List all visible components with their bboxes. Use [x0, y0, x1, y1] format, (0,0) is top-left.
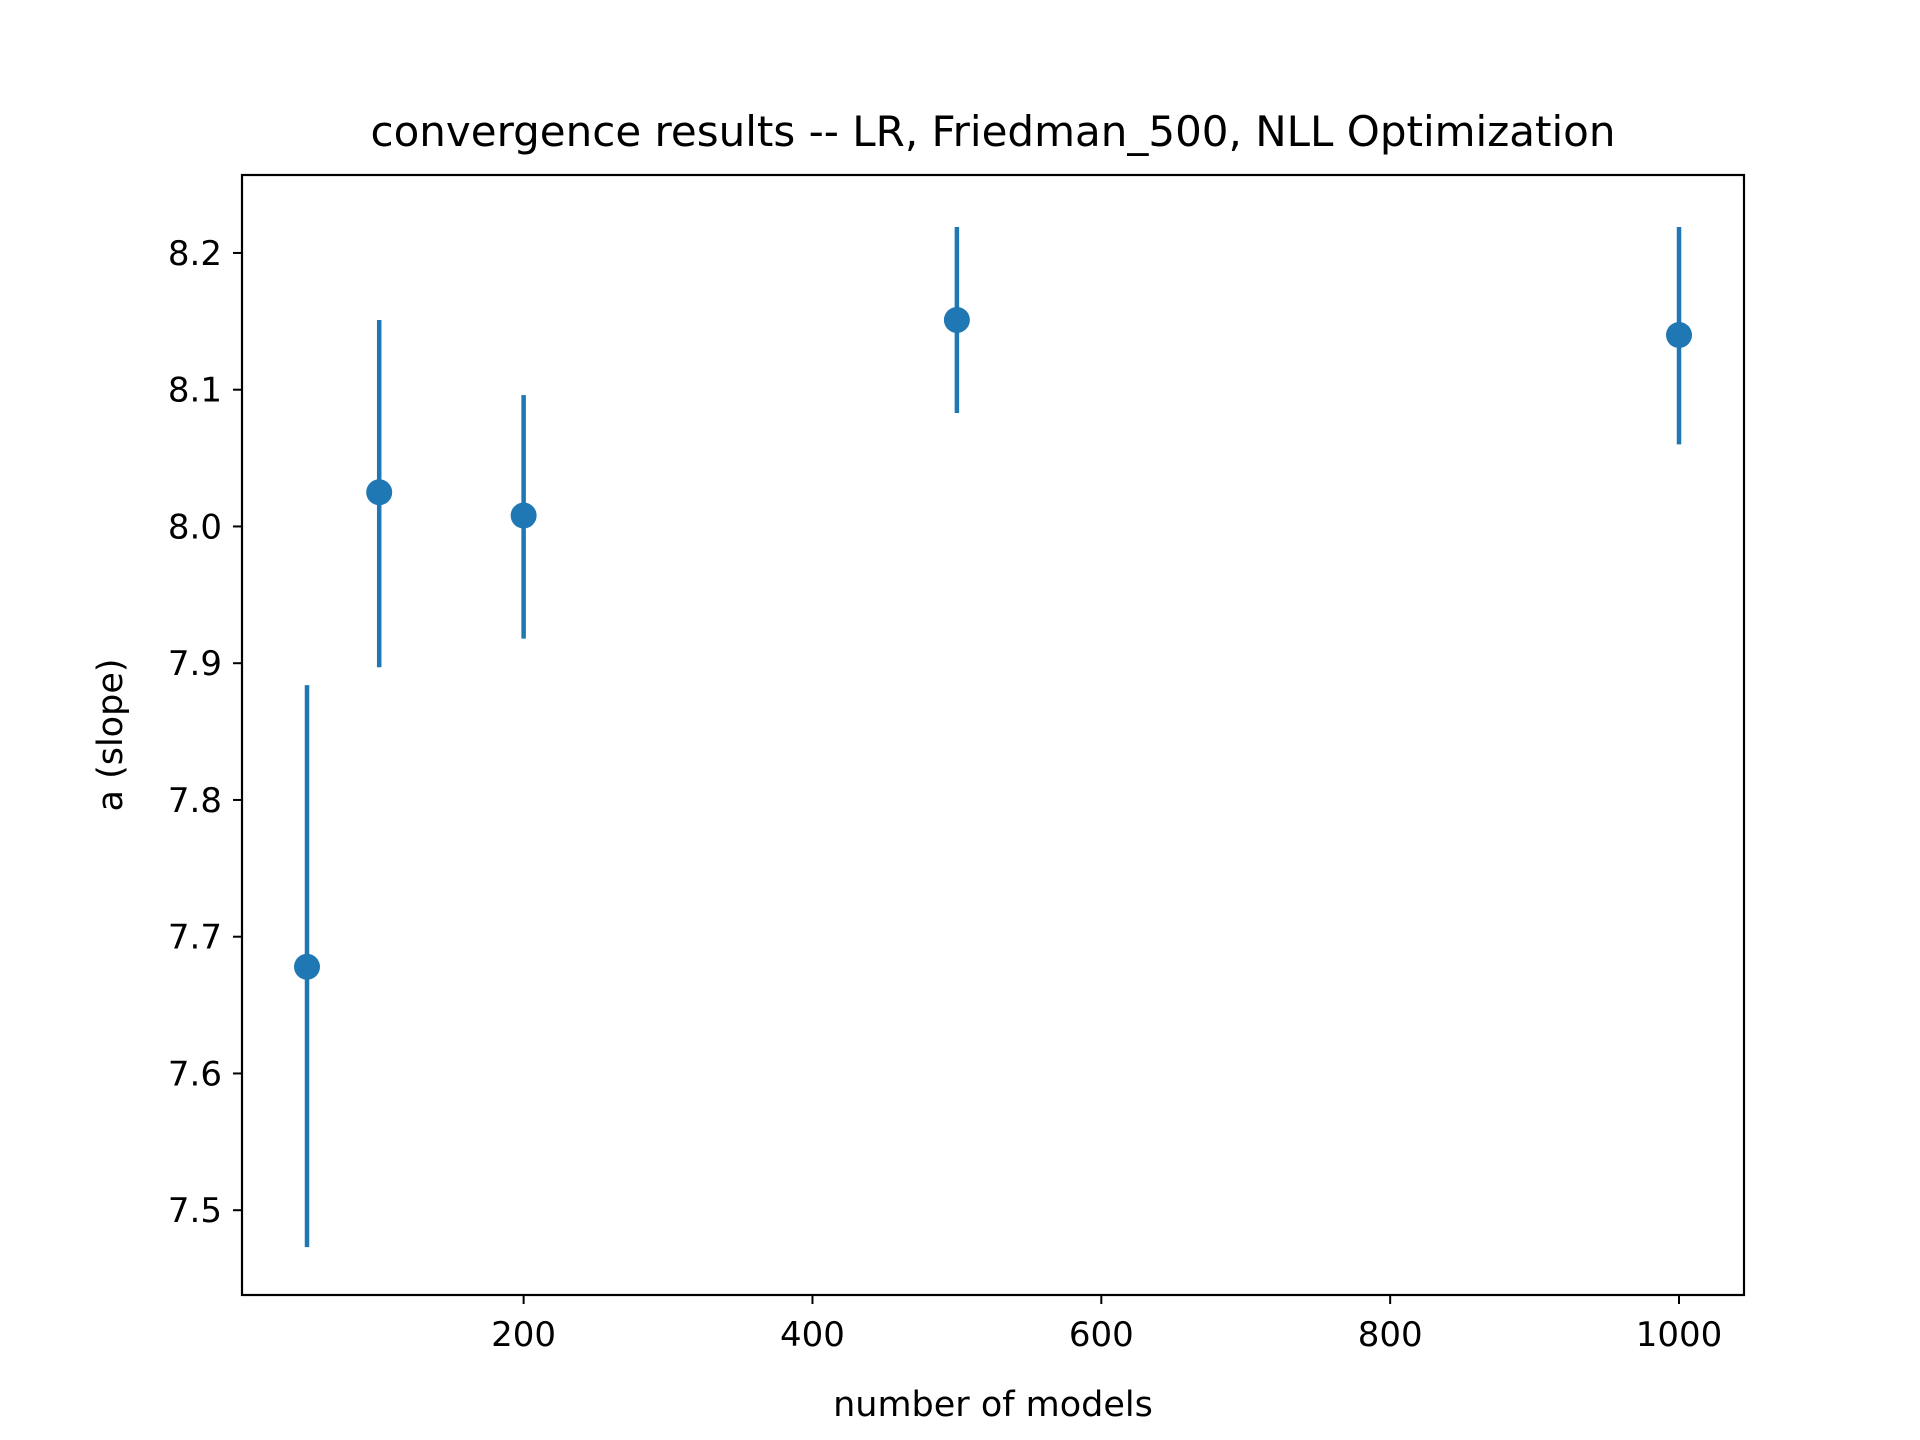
- series-layer: [293, 226, 1693, 1248]
- data-point: [1666, 322, 1693, 348]
- x-tick-label: 400: [780, 1315, 845, 1355]
- y-tick-label: 7.9: [168, 644, 222, 684]
- y-tick-label: 8.0: [168, 507, 222, 547]
- data-point: [366, 479, 393, 506]
- y-tick-label: 7.6: [168, 1054, 222, 1094]
- y-axis: 7.5 7.6 7.7 7.8 7.9 8.0 8.1 8.2: [168, 234, 242, 1231]
- y-tick-label: 8.1: [168, 371, 222, 411]
- plot-area: [240, 173, 1746, 1297]
- x-tick-label: 1000: [1636, 1315, 1723, 1355]
- data-point: [510, 502, 537, 529]
- x-axis-label: number of models: [833, 1385, 1153, 1425]
- y-axis-label: a (slope): [91, 658, 131, 811]
- y-tick-label: 7.7: [168, 918, 222, 958]
- y-tick-label: 7.5: [168, 1191, 222, 1231]
- plot-frame: [240, 173, 1746, 1297]
- x-tick-label: 800: [1358, 1315, 1423, 1355]
- chart-title: convergence results -- LR, Friedman_500,…: [371, 107, 1616, 156]
- data-point: [293, 953, 320, 980]
- x-axis: 200 400 600 800 1000: [491, 1295, 1722, 1355]
- data-point: [943, 306, 970, 333]
- x-tick-label: 600: [1069, 1315, 1134, 1355]
- y-tick-label: 7.8: [168, 781, 222, 821]
- x-tick-label: 200: [491, 1315, 556, 1355]
- y-tick-label: 8.2: [168, 234, 222, 274]
